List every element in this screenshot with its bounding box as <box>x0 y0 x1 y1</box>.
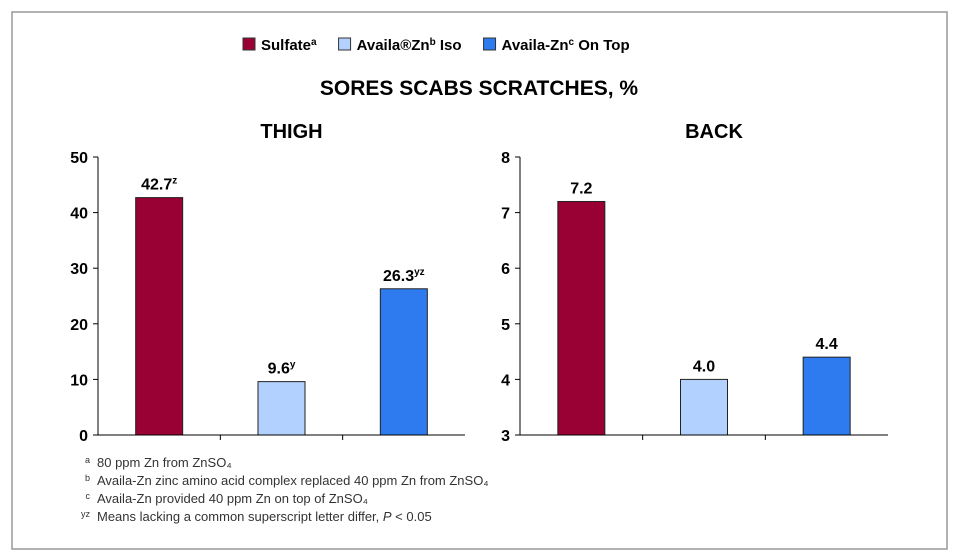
chart-title: SORES SCABS SCRATCHES, % <box>320 77 638 100</box>
footnote-body: Means lacking a common superscript lette… <box>97 509 383 524</box>
y-tick-label: 4 <box>501 372 510 389</box>
data-label-value: 42.7 <box>141 177 172 194</box>
data-label-superscript: z <box>172 176 177 187</box>
legend-superscript: a <box>311 37 317 48</box>
data-label: 4.0 <box>693 358 715 375</box>
footnote-text: Means lacking a common superscript lette… <box>97 509 432 524</box>
y-tick-label: 6 <box>501 261 510 278</box>
legend-name: Availa®Zn <box>357 37 430 54</box>
footnote-marker: b <box>85 473 90 483</box>
bar <box>379 288 428 436</box>
footnote-body: 80 ppm Zn from ZnSO₄ <box>97 455 232 470</box>
y-tick-label: 0 <box>79 428 88 445</box>
data-label: 9.6y <box>268 360 296 378</box>
bar <box>802 356 851 436</box>
legend-superscript: b <box>430 37 436 48</box>
data-label-superscript: y <box>290 360 296 371</box>
legend-name: Sulfate <box>261 37 311 54</box>
footnote-text: Availa-Zn zinc amino acid complex replac… <box>97 473 489 488</box>
bar <box>680 378 728 436</box>
data-label-value: 4.0 <box>693 358 715 375</box>
legend-label: Availa-Znc On Top <box>502 37 630 54</box>
footnote-italic: P <box>383 509 392 524</box>
data-label-value: 4.4 <box>816 336 838 353</box>
footnote-tail: < 0.05 <box>392 509 432 524</box>
legend-label: Availa®Znb Iso <box>357 37 462 54</box>
y-tick-label: 3 <box>501 428 510 445</box>
legend-suffix: Iso <box>436 37 462 54</box>
legend-superscript: c <box>569 37 575 48</box>
y-tick-label: 5 <box>501 317 510 334</box>
data-label-value: 26.3 <box>383 268 414 285</box>
footnote-marker: a <box>85 455 90 465</box>
data-label-superscript: yz <box>414 267 425 278</box>
footnote-marker: yz <box>81 509 91 519</box>
data-label: 42.7z <box>141 176 177 194</box>
legend-suffix: On Top <box>574 37 630 54</box>
bar <box>135 197 184 436</box>
y-tick-label: 20 <box>70 317 88 334</box>
legend-label: Sulfatea <box>261 37 317 54</box>
panel-title: THIGH <box>260 121 322 143</box>
y-tick-label: 50 <box>70 150 88 167</box>
footnote-body: Availa-Zn provided 40 ppm Zn on top of Z… <box>97 491 368 506</box>
y-tick-label: 10 <box>70 372 88 389</box>
y-tick-label: 8 <box>501 150 510 167</box>
legend-name: Availa-Zn <box>502 37 569 54</box>
footnote-marker: c <box>86 491 91 501</box>
y-tick-label: 40 <box>70 206 88 223</box>
legend-swatch <box>242 37 256 51</box>
footnote-text: Availa-Zn provided 40 ppm Zn on top of Z… <box>97 491 368 506</box>
footnote-body: Availa-Zn zinc amino acid complex replac… <box>97 473 489 488</box>
data-label: 4.4 <box>816 336 838 353</box>
bar <box>257 381 306 436</box>
y-tick-label: 7 <box>501 206 510 223</box>
footnote-text: 80 ppm Zn from ZnSO₄ <box>97 455 232 470</box>
legend-swatch <box>483 37 497 51</box>
data-label-value: 9.6 <box>268 361 290 378</box>
legend-swatch <box>338 37 352 51</box>
data-label-value: 7.2 <box>570 180 592 197</box>
data-label: 7.2 <box>570 180 592 197</box>
panel-title: BACK <box>685 121 743 143</box>
data-label: 26.3yz <box>383 267 425 285</box>
bar <box>557 200 606 436</box>
y-tick-label: 30 <box>70 261 88 278</box>
